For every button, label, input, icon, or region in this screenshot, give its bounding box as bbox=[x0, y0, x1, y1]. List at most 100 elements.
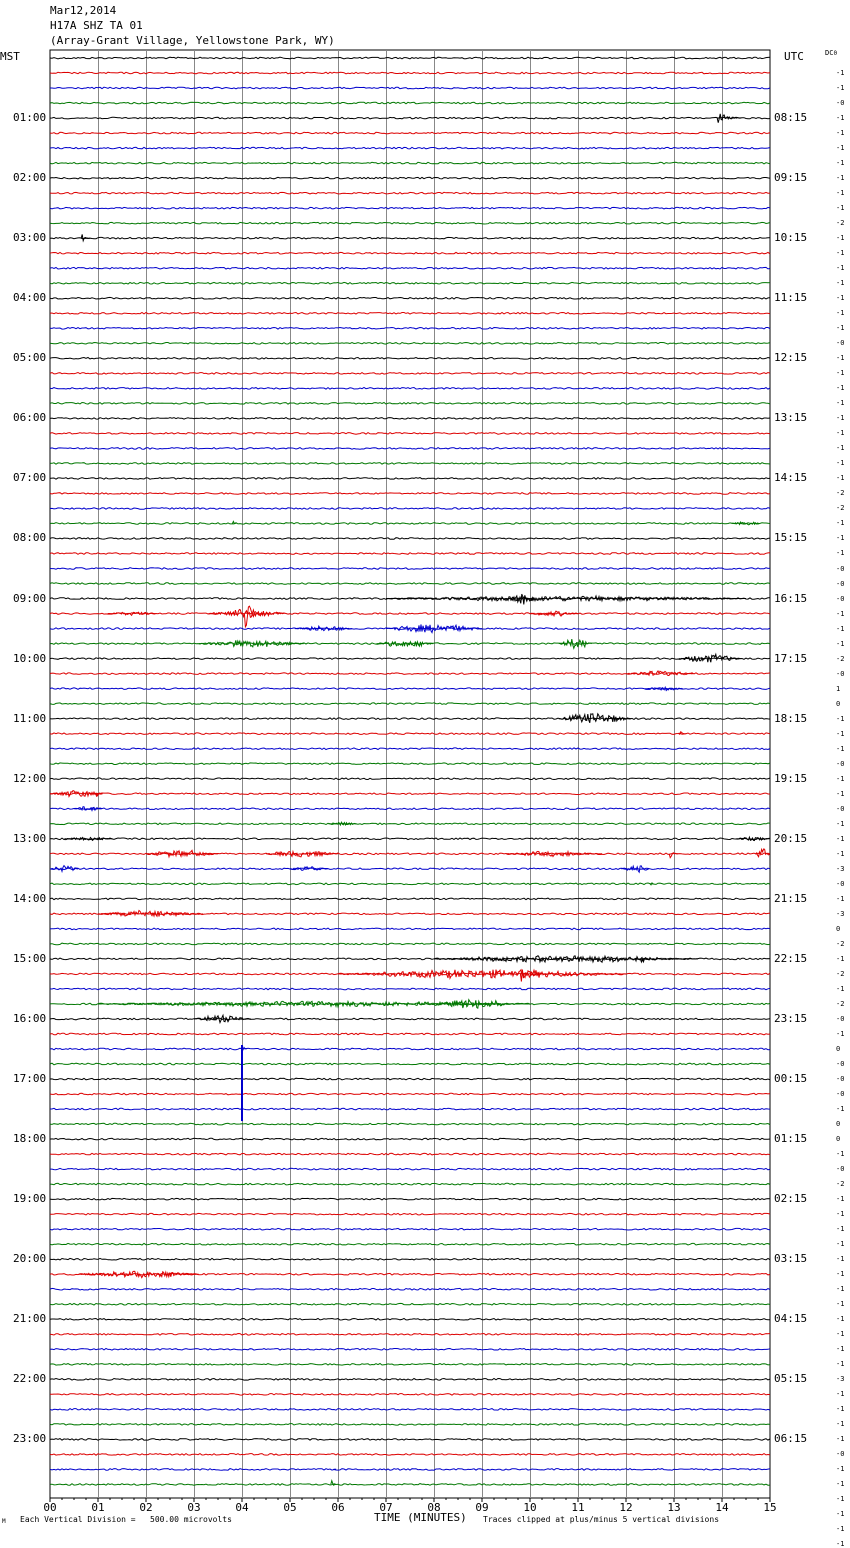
dc-offset-value: 0 bbox=[836, 1045, 840, 1053]
dc-offset-value: -1 bbox=[836, 69, 844, 77]
dc-offset-value: -1 bbox=[836, 1345, 844, 1353]
trace-row bbox=[50, 403, 770, 405]
dc-offset-value: -0 bbox=[836, 1015, 844, 1023]
trace-row bbox=[50, 898, 770, 900]
dc-offset-value: -3 bbox=[836, 1375, 844, 1383]
right-hour-label: 00:15 bbox=[774, 1072, 807, 1085]
dc-offset-value: -2 bbox=[836, 940, 844, 948]
dc-offset-value: -0 bbox=[836, 805, 844, 813]
dc-offset-value: -1 bbox=[836, 234, 844, 242]
dc-offset-value: 0 bbox=[836, 700, 840, 708]
trace-row bbox=[50, 988, 770, 990]
dc-offset-value: -1 bbox=[836, 775, 844, 783]
dc-offset-value: -1 bbox=[836, 1195, 844, 1203]
left-hour-label: 03:00 bbox=[13, 231, 46, 244]
dc-offset-value: -1 bbox=[836, 985, 844, 993]
trace-row bbox=[50, 658, 770, 660]
trace-row bbox=[50, 1454, 770, 1456]
trace-row bbox=[50, 1424, 770, 1426]
trace-row bbox=[50, 568, 770, 570]
dc-offset-value: -1 bbox=[836, 264, 844, 272]
dc-offset-value: -0 bbox=[836, 1165, 844, 1173]
dc-offset-value: -1 bbox=[836, 189, 844, 197]
trace-row bbox=[50, 267, 770, 269]
dc-offset-value: -1 bbox=[836, 144, 844, 152]
left-hour-label: 10:00 bbox=[13, 652, 46, 665]
dc-offset-value: -1 bbox=[836, 174, 844, 182]
dc-offset-value: -3 bbox=[836, 910, 844, 918]
trace-row bbox=[50, 1153, 770, 1155]
trace-row bbox=[50, 237, 770, 239]
trace-row bbox=[50, 1033, 770, 1035]
trace-row bbox=[50, 778, 770, 780]
x-tick-label: 15 bbox=[763, 1501, 776, 1514]
left-hour-label: 18:00 bbox=[13, 1132, 46, 1145]
x-axis-title: TIME (MINUTES) bbox=[374, 1511, 467, 1524]
trace-row bbox=[50, 147, 770, 149]
seismic-events bbox=[50, 114, 770, 1485]
trace-row bbox=[50, 553, 770, 555]
trace-row bbox=[50, 763, 770, 765]
trace-row bbox=[50, 1168, 770, 1170]
right-hour-label: 06:15 bbox=[774, 1432, 807, 1445]
dc-offset-value: -1 bbox=[836, 895, 844, 903]
trace-row bbox=[50, 87, 770, 89]
dc-offset-value: 1 bbox=[836, 685, 840, 693]
event-waveform bbox=[679, 654, 741, 662]
left-hour-label: 06:00 bbox=[13, 411, 46, 424]
dc-offset-value: -1 bbox=[836, 534, 844, 542]
dc-offset-value: -1 bbox=[836, 1330, 844, 1338]
dc-offset-value: -1 bbox=[836, 129, 844, 137]
right-hour-label: 14:15 bbox=[774, 471, 807, 484]
x-tick-label: 01 bbox=[91, 1501, 104, 1514]
trace-row bbox=[50, 1243, 770, 1245]
right-hour-label: 05:15 bbox=[774, 1372, 807, 1385]
dc-offset-value: -1 bbox=[836, 114, 844, 122]
trace-row bbox=[50, 493, 770, 495]
dc-offset-value: -0 bbox=[836, 880, 844, 888]
left-hour-label: 01:00 bbox=[13, 111, 46, 124]
trace-row bbox=[50, 838, 770, 840]
right-hour-label: 22:15 bbox=[774, 952, 807, 965]
trace-row bbox=[50, 1198, 770, 1200]
event-waveform bbox=[376, 642, 433, 647]
right-hour-label: 23:15 bbox=[774, 1012, 807, 1025]
right-hour-label: 17:15 bbox=[774, 652, 807, 665]
dc-offset-value: -0 bbox=[836, 1060, 844, 1068]
dc-offset-value: -1 bbox=[836, 1150, 844, 1158]
x-tick-label: 13 bbox=[667, 1501, 680, 1514]
x-tick-label: 10 bbox=[523, 1501, 536, 1514]
event-waveform bbox=[626, 671, 693, 676]
trace-row bbox=[50, 102, 770, 104]
trace-row bbox=[50, 718, 770, 720]
dc-offset-value: -1 bbox=[836, 1435, 844, 1443]
x-tick-label: 11 bbox=[571, 1501, 584, 1514]
right-hour-label: 18:15 bbox=[774, 712, 807, 725]
dc-offset-value: -1 bbox=[836, 1270, 844, 1278]
right-hour-label: 19:15 bbox=[774, 772, 807, 785]
left-hour-label: 23:00 bbox=[13, 1432, 46, 1445]
dc-offset-value: -1 bbox=[836, 354, 844, 362]
dc-offset-value: -1 bbox=[836, 1405, 844, 1413]
trace-row bbox=[50, 207, 770, 209]
dc-offset-value: -0 bbox=[836, 99, 844, 107]
right-hour-label: 15:15 bbox=[774, 531, 807, 544]
dc-offset-value: -1 bbox=[836, 1225, 844, 1233]
dc-offset-value: -1 bbox=[836, 730, 844, 738]
dc-offset-value: -1 bbox=[836, 519, 844, 527]
trace-row bbox=[50, 523, 770, 525]
trace-row bbox=[50, 1183, 770, 1185]
trace-row bbox=[50, 478, 770, 480]
trace-row bbox=[50, 943, 770, 945]
seismic-traces bbox=[50, 57, 770, 1485]
left-hour-label: 12:00 bbox=[13, 772, 46, 785]
dc-offset-value: -1 bbox=[836, 324, 844, 332]
right-hour-label: 10:15 bbox=[774, 231, 807, 244]
left-hour-label: 22:00 bbox=[13, 1372, 46, 1385]
trace-row bbox=[50, 57, 770, 59]
trace-row bbox=[50, 883, 770, 885]
trace-row bbox=[50, 613, 770, 615]
x-tick-label: 14 bbox=[715, 1501, 729, 1514]
dc-offset-value: -1 bbox=[836, 745, 844, 753]
